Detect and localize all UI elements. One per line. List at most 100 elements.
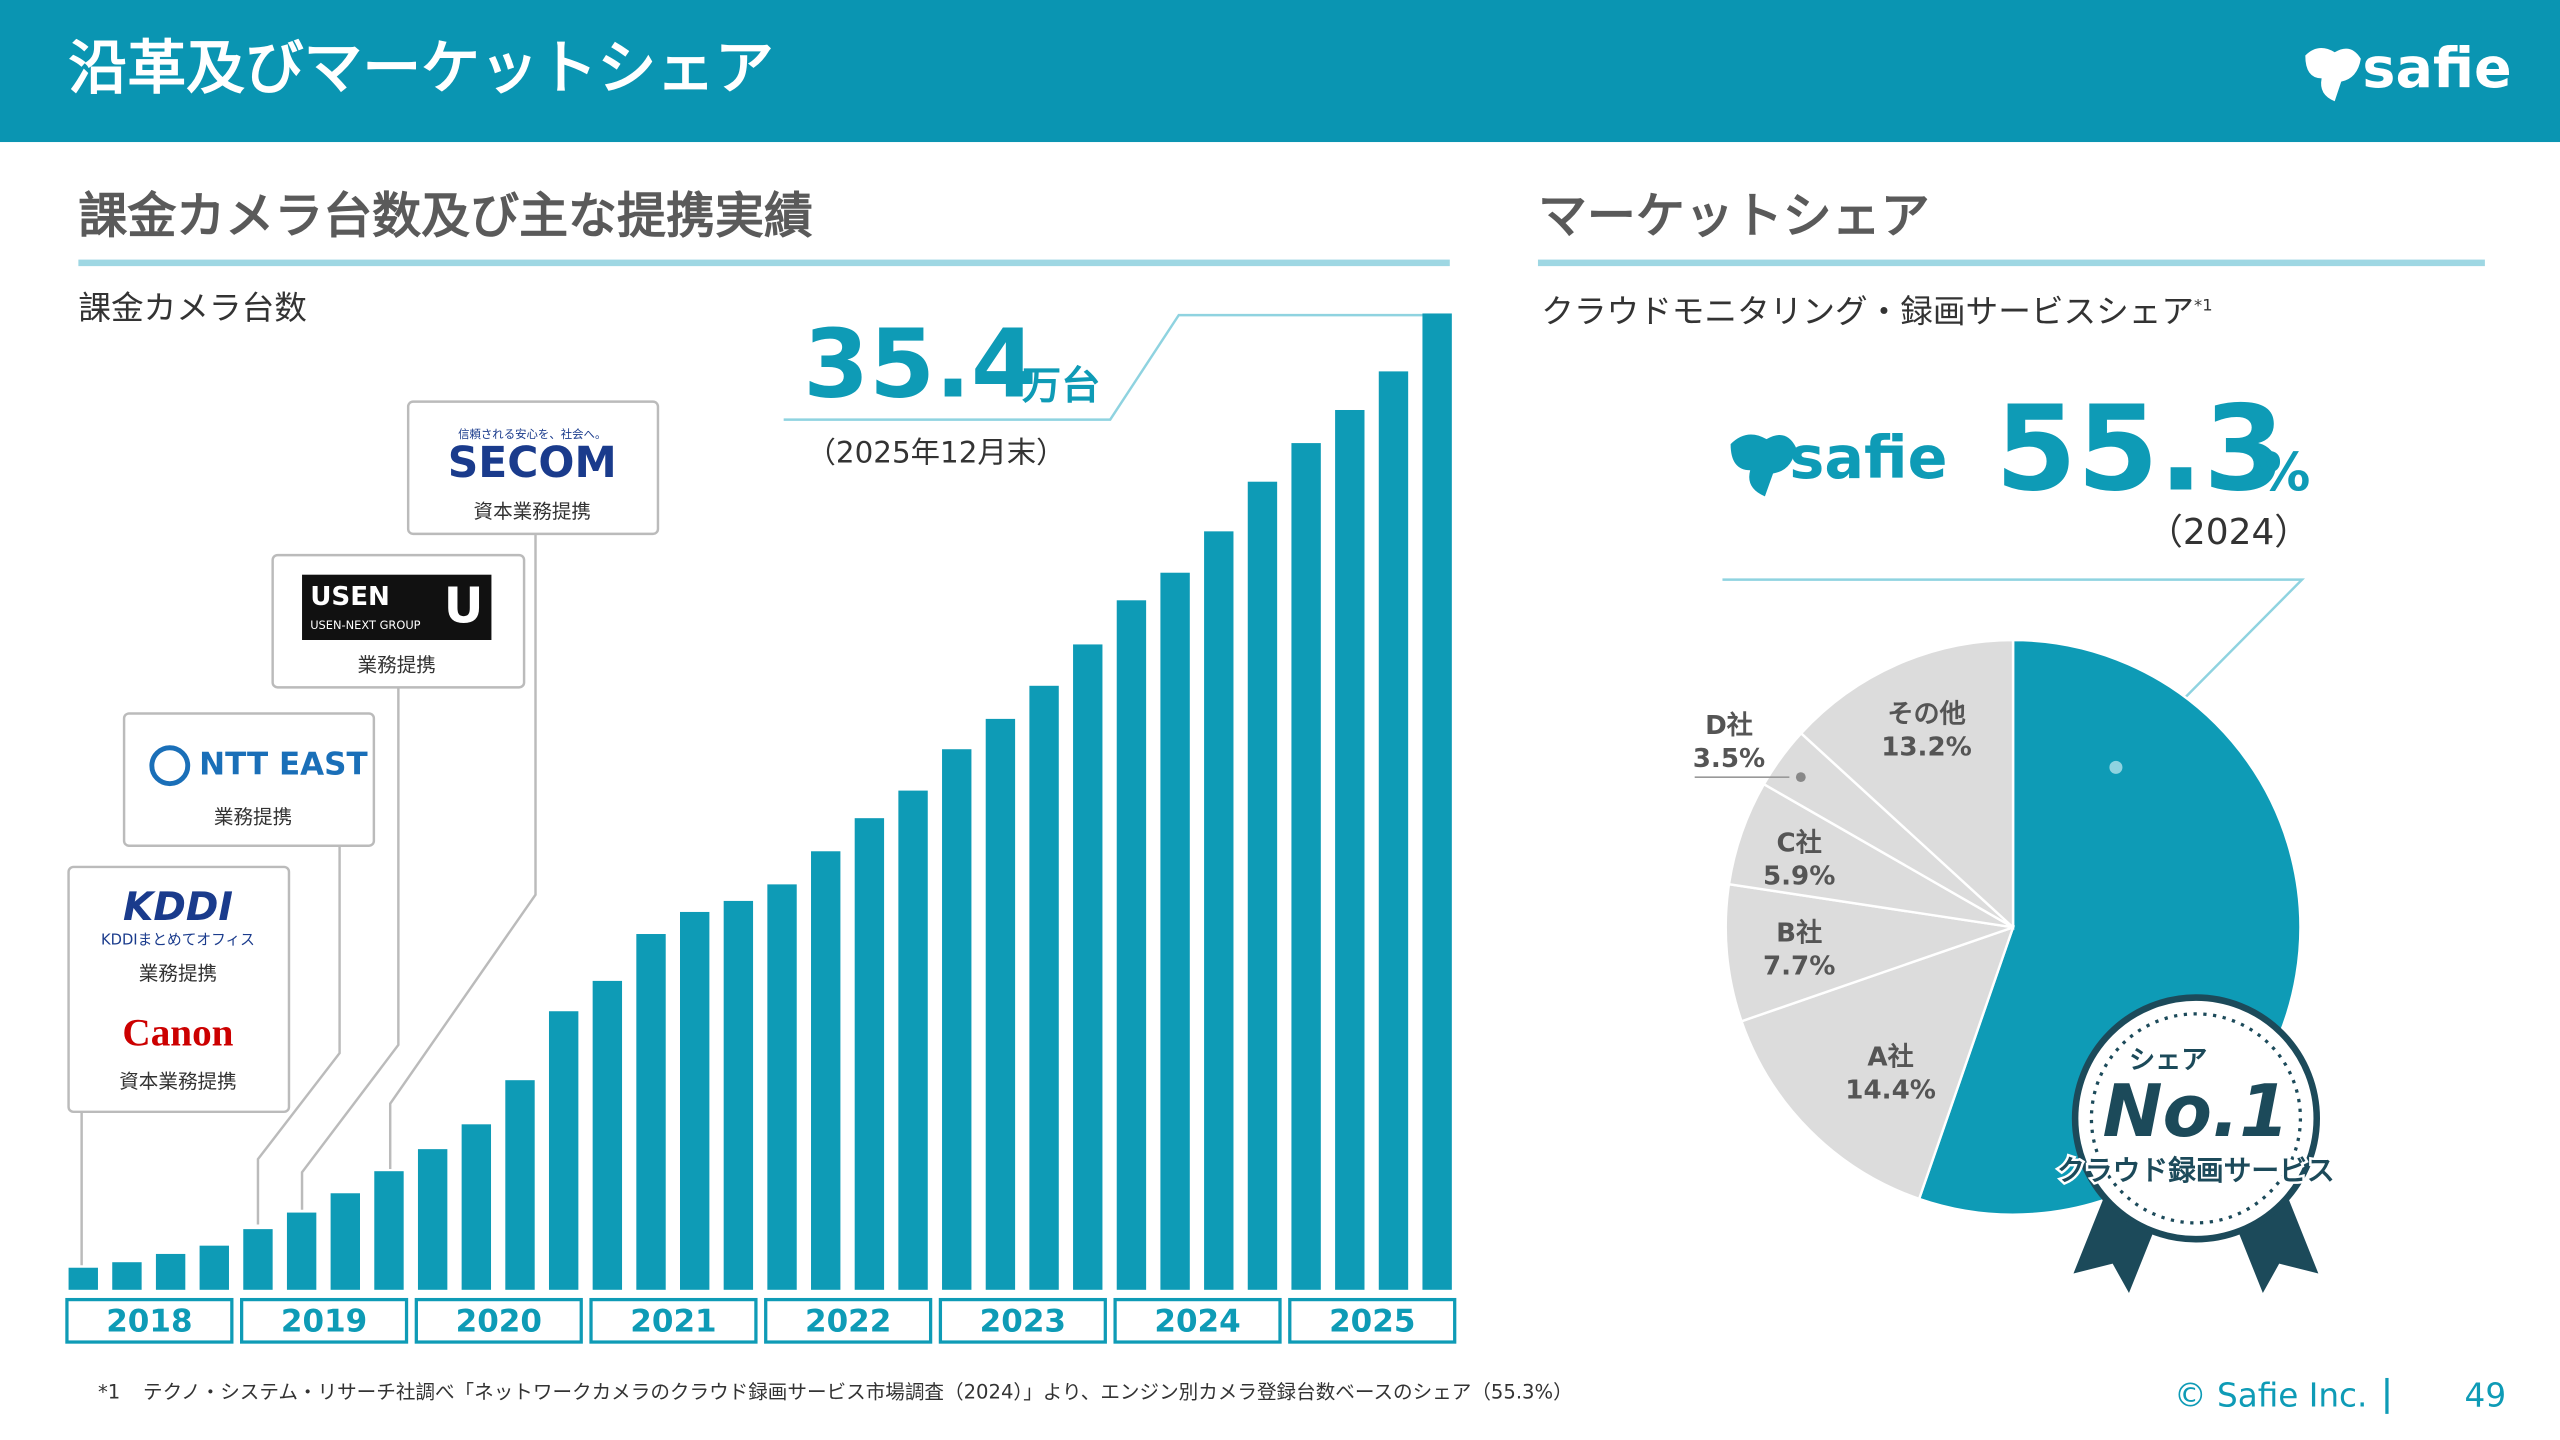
usen-logo-bg — [302, 574, 492, 640]
bar — [243, 1229, 273, 1290]
page-number: 49 — [2465, 1377, 2507, 1415]
badge-dots — [2089, 1012, 2303, 1225]
bar — [1116, 600, 1147, 1290]
slice-name: A社 — [1867, 1041, 1913, 1072]
bar — [811, 851, 841, 1290]
badge-main: No.1 — [2103, 1069, 2290, 1153]
bar — [1073, 644, 1103, 1290]
partner-leader — [256, 845, 341, 1225]
year-label: 2022 — [805, 1303, 891, 1339]
slice-value-number: 14.4 — [1845, 1075, 1909, 1105]
copyright: © Safie Inc. — [2174, 1377, 2367, 1415]
bar — [854, 818, 885, 1290]
bar — [1029, 685, 1059, 1290]
bar — [548, 1011, 579, 1290]
bar — [505, 1080, 535, 1290]
slice-name: C社 — [1777, 828, 1822, 859]
year-label: 2018 — [106, 1303, 192, 1339]
slice-value-unit: % — [1910, 1075, 1936, 1105]
footnote-text: テクノ・システム・リサーチ社調べ「ネットワークカメラのクラウド録画サービス市場調… — [143, 1380, 1573, 1403]
slice-value-unit: % — [1809, 951, 1835, 981]
year-label: 2025 — [1329, 1303, 1415, 1339]
footnote-mark: *1 — [98, 1380, 120, 1403]
bar — [68, 1267, 98, 1290]
slice-value-number: 3.5 — [1693, 744, 1739, 774]
pie-safie-logo: safie — [1789, 423, 1947, 492]
section-title: 課金カメラ台数及び主な提携実績 — [78, 187, 813, 244]
bar-chart: 2018 2019 2020 2021 2022 2023 2024 2025 — [65, 313, 1457, 1344]
partner-box — [406, 400, 660, 536]
partners — [67, 400, 660, 1266]
partner-leader — [388, 533, 537, 1169]
pie-slice — [1799, 638, 2015, 931]
bar — [767, 884, 797, 1290]
year-label: 2024 — [1154, 1303, 1240, 1339]
bar — [112, 1262, 142, 1290]
bar — [155, 1253, 186, 1290]
ntt-logo: NTT EAST — [199, 747, 367, 783]
pie-main-unit: % — [2258, 444, 2310, 504]
chart-subtitle: 課金カメラ台数 — [78, 289, 307, 327]
slice-value: 14.4% — [1845, 1075, 1936, 1105]
bar — [330, 1193, 360, 1290]
year-label: 2019 — [281, 1303, 367, 1339]
usen-logo: USEN — [310, 582, 390, 612]
year-label: 2020 — [456, 1303, 542, 1339]
badge-bottom: クラウド録画サービス — [2057, 1154, 2335, 1187]
bar — [199, 1245, 229, 1290]
pie-year: （2024） — [2147, 512, 2310, 553]
slice-value: 3.5% — [1693, 744, 1765, 774]
partner-note: 資本業務提携 — [119, 1070, 236, 1093]
pie-main-value: 55.3 — [1995, 380, 2285, 517]
bar — [723, 900, 754, 1290]
slide-title: 沿革及びマーケットシェア — [69, 33, 774, 102]
ntt-mark — [149, 745, 191, 787]
canon-logo: Canon — [122, 1012, 233, 1055]
section-underline — [78, 259, 1450, 267]
usen-mark: U — [444, 577, 484, 634]
slice-value: 13.2% — [1881, 732, 1972, 762]
bar — [461, 1124, 492, 1290]
year-box — [240, 1297, 409, 1344]
leader-dot — [2109, 760, 2123, 774]
partner-note: 業務提携 — [358, 654, 436, 677]
secom-sub: 信頼される安心を、社会へ。 — [458, 427, 606, 441]
bar — [1247, 481, 1278, 1290]
slice-value-unit: % — [1946, 732, 1972, 762]
headline-value: 35.4 — [803, 309, 1037, 419]
year-box — [414, 1297, 583, 1344]
year-box — [1288, 1297, 1457, 1344]
logo-icon — [2305, 48, 2361, 102]
footer-divider — [2385, 1377, 2389, 1414]
year-label: 2023 — [980, 1303, 1066, 1339]
logo-icon — [1730, 434, 1796, 497]
slice-value-unit: % — [1809, 861, 1835, 891]
partner-leader — [300, 687, 400, 1210]
pie-slice — [1724, 882, 2014, 1023]
section-title: マーケットシェア — [1538, 187, 1930, 244]
bar — [985, 718, 1016, 1290]
leader-dot — [1795, 772, 1806, 783]
header-bar — [0, 0, 2560, 143]
partner-note: 業務提携 — [139, 962, 217, 985]
bar — [1378, 371, 1409, 1290]
footnote: *1 テクノ・システム・リサーチ社調べ「ネットワークカメラのクラウド録画サービス市… — [98, 1380, 1573, 1403]
kddi-logo: KDDI — [123, 885, 233, 930]
slice-value-number: 7.7 — [1763, 951, 1809, 981]
year-label: 2021 — [630, 1303, 716, 1339]
headline-unit: 万台 — [1022, 364, 1100, 409]
badge-circle — [2071, 994, 2320, 1243]
year-box — [764, 1297, 933, 1344]
secom-logo: SECOM — [448, 439, 617, 488]
section-underline — [1537, 259, 2485, 267]
bar — [636, 934, 666, 1290]
footnote-mark: *1 — [2194, 295, 2213, 314]
kddi-sub: KDDIまとめてオフィス — [101, 931, 255, 948]
bar — [680, 911, 710, 1290]
bar — [286, 1212, 317, 1290]
bar — [1291, 443, 1321, 1290]
bar — [1422, 313, 1452, 1290]
